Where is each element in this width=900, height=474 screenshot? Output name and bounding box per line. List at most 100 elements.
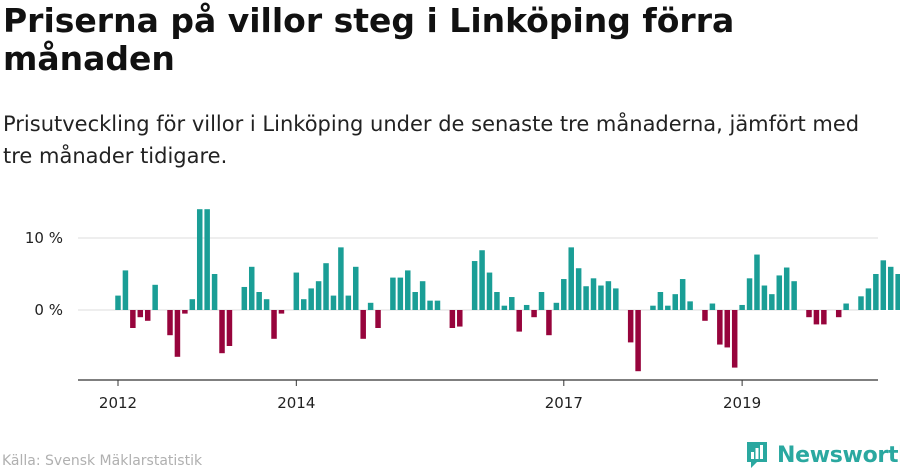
bar — [115, 295, 121, 310]
bar — [516, 310, 522, 332]
bar — [405, 270, 411, 310]
brand-name: Newsworthy — [777, 442, 900, 468]
bar — [293, 272, 300, 310]
bar — [219, 310, 225, 354]
x-tick-label: 2019 — [723, 394, 761, 412]
bar — [783, 267, 790, 310]
bar — [144, 310, 151, 321]
y-tick-label: 10 % — [25, 229, 63, 247]
bar — [650, 305, 656, 310]
bar — [278, 310, 285, 314]
bar — [635, 310, 641, 372]
bar — [330, 295, 337, 310]
bar — [174, 310, 181, 357]
bar — [717, 310, 723, 345]
bar — [627, 310, 634, 343]
newsworthy-logo-icon — [747, 442, 767, 468]
chart-subtitle: Prisutveckling för villor i Linköping un… — [3, 112, 860, 168]
x-tick-label: 2012 — [99, 394, 137, 412]
bar — [739, 304, 745, 310]
bar — [583, 286, 589, 310]
source-note: Källa: Svensk Mäklarstatistik — [2, 453, 203, 469]
bar — [204, 209, 210, 310]
bar — [531, 310, 537, 318]
bar — [865, 288, 872, 310]
x-tick-label: 2014 — [277, 394, 315, 412]
bar — [271, 310, 277, 339]
bar — [858, 296, 864, 310]
bar — [263, 299, 270, 310]
bar — [613, 288, 619, 310]
bar — [248, 266, 255, 310]
bar — [338, 247, 344, 310]
x-tick-label: 2017 — [545, 394, 583, 412]
bar — [390, 277, 396, 310]
bar — [813, 310, 820, 325]
bar — [806, 310, 812, 318]
bar — [301, 299, 307, 310]
bar — [887, 266, 894, 310]
bar — [152, 284, 158, 310]
bar — [241, 286, 248, 310]
bar — [323, 263, 329, 310]
bar — [167, 310, 173, 336]
bar — [746, 278, 753, 310]
bar — [835, 310, 842, 318]
bar — [412, 292, 418, 310]
bar — [679, 279, 686, 310]
bar — [605, 281, 612, 310]
bar — [709, 303, 716, 310]
bar — [471, 261, 478, 310]
bar — [130, 310, 136, 328]
bar — [457, 310, 463, 327]
bar — [724, 310, 731, 348]
bar — [353, 266, 359, 310]
bar — [880, 260, 887, 310]
bar — [791, 281, 797, 310]
bar — [479, 250, 485, 310]
bar — [189, 299, 196, 310]
bar — [776, 275, 783, 310]
chart-title: Priserna på villor steg i Linköping förr… — [3, 1, 735, 78]
bar — [434, 300, 441, 310]
bar — [873, 274, 879, 310]
bar — [345, 295, 352, 310]
bar — [553, 302, 560, 310]
bar — [672, 294, 678, 310]
bar — [375, 310, 381, 328]
bar — [761, 285, 768, 310]
bar — [561, 279, 567, 310]
bar — [308, 288, 314, 310]
bar — [360, 310, 366, 339]
labels: 10 %0 %201220142017201920211 % — [25, 229, 761, 412]
bar — [575, 268, 582, 310]
y-tick-label: 0 % — [34, 301, 63, 319]
bar — [546, 310, 552, 336]
bar — [538, 292, 545, 310]
bar — [122, 270, 129, 310]
bar — [211, 274, 218, 310]
bar — [182, 310, 188, 314]
bar — [501, 305, 508, 310]
bar — [397, 277, 404, 310]
bar — [226, 310, 233, 346]
bar — [315, 281, 322, 310]
bar — [821, 310, 827, 325]
bar — [137, 310, 144, 318]
bar — [427, 300, 433, 310]
bar — [702, 310, 708, 321]
bar — [731, 310, 738, 368]
bar — [665, 305, 671, 310]
brand-logo: Newsworthy — [745, 440, 900, 470]
bar — [509, 297, 515, 310]
bar — [657, 292, 664, 310]
bar — [598, 285, 604, 310]
bar — [687, 301, 693, 310]
bar — [568, 247, 574, 310]
bar — [754, 254, 760, 310]
bar — [843, 303, 849, 310]
bar — [590, 278, 597, 310]
bar — [895, 274, 900, 310]
bar — [494, 292, 500, 310]
